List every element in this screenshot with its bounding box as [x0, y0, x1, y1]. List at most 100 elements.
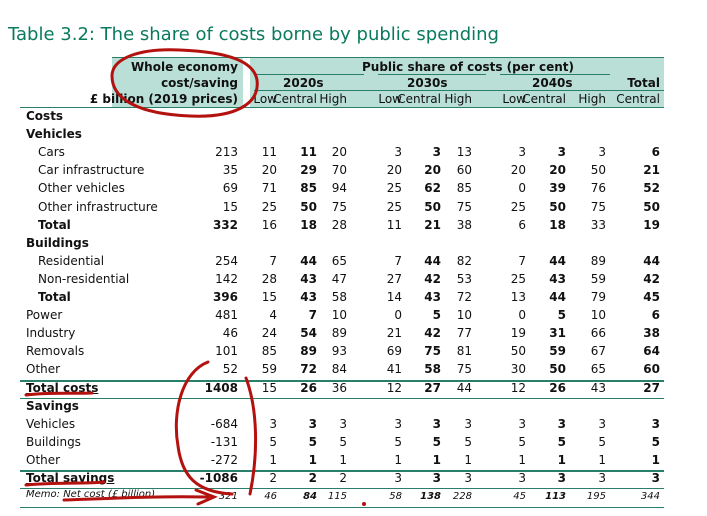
row-label: Industry: [26, 326, 76, 341]
table-cell: 10: [456, 308, 472, 323]
table-cell: 13: [510, 290, 526, 304]
table-cell: 20: [386, 163, 402, 178]
table-cell: 52: [643, 181, 660, 196]
header-band-right: [250, 58, 664, 107]
table-cell: 67: [590, 344, 606, 359]
table-cell: 46: [264, 491, 277, 503]
row-label: Total costs: [26, 380, 99, 395]
table-cell: 64: [643, 344, 660, 359]
table-cell: 50: [424, 199, 441, 214]
table-cell: 19: [510, 326, 526, 341]
table-cell: 1: [557, 452, 566, 467]
table-cell: 72: [300, 362, 317, 377]
table-cell: 10: [590, 308, 606, 323]
table-cell: 5: [308, 434, 317, 449]
table-cell: 0: [518, 181, 526, 196]
table-cell: 45: [513, 491, 526, 503]
table-cell: -272: [210, 452, 238, 467]
table-cell: 3: [557, 416, 566, 431]
row-label: Buildings: [26, 235, 89, 250]
table-cell: 138: [420, 491, 441, 503]
table-cell: 69: [222, 181, 238, 196]
table-cell: 5: [394, 434, 402, 449]
table-cell: 28: [261, 271, 277, 286]
row-label: Vehicles: [26, 416, 76, 431]
table-cell: 94: [331, 181, 347, 196]
row-label: Other: [26, 452, 61, 467]
table-cell: 30: [510, 362, 526, 377]
table-cell: 89: [331, 326, 347, 341]
table-cell: 3: [464, 471, 472, 485]
table-cell: 65: [331, 253, 347, 268]
table-cell: 3: [339, 416, 347, 431]
table-cell: 59: [261, 362, 277, 377]
table-cell: 4: [269, 308, 277, 323]
table-cell: 38: [456, 217, 472, 232]
header-sub-label: Central: [522, 92, 566, 106]
table-cell: 27: [643, 380, 660, 395]
header-top-rule: [112, 57, 664, 58]
table-cell: 3: [598, 471, 606, 485]
table-cell: 5: [339, 434, 347, 449]
row-label: Power: [26, 308, 63, 323]
row-label: Total savings: [26, 471, 115, 485]
table-cell: 76: [590, 181, 606, 196]
table-cell: 25: [386, 181, 402, 196]
table-cell: 1: [598, 452, 606, 467]
table-cell: 1: [432, 452, 441, 467]
table-cell: 26: [549, 380, 566, 395]
table-cell: 113: [545, 491, 566, 503]
header-mid-rule: [254, 90, 664, 91]
table-cell: 75: [424, 344, 441, 359]
table-cell: 58: [424, 362, 441, 377]
table-cell: 39: [549, 181, 566, 196]
table-cell: 25: [261, 199, 277, 214]
table-cell: 50: [510, 344, 526, 359]
table-cell: 43: [424, 290, 441, 304]
table-cell: 1: [269, 452, 277, 467]
header-sub-label: Low: [253, 92, 277, 106]
table-cell: 14: [386, 290, 402, 304]
table-cell: 18: [300, 217, 317, 232]
header-sub-label: Low: [378, 92, 402, 106]
table-cell: 3: [394, 145, 402, 160]
row-label: Savings: [26, 398, 79, 413]
header-billion-prices: £ billion (2019 prices): [89, 92, 238, 106]
table-cell: 43: [549, 271, 566, 286]
table-cell: 52: [222, 362, 238, 377]
table-cell: 3: [432, 471, 441, 485]
table-cell: 43: [590, 380, 606, 395]
row-label: Other infrastructure: [38, 199, 158, 214]
table-cell: 43: [300, 271, 317, 286]
row-label: Other vehicles: [38, 181, 125, 196]
table-cell: 60: [643, 362, 660, 377]
table-cell: 85: [261, 344, 277, 359]
table-cell: 3: [308, 416, 317, 431]
table-cell: 3: [464, 416, 472, 431]
table-cell: 42: [643, 271, 660, 286]
table-cell: 25: [510, 199, 526, 214]
table-cell: 101: [215, 344, 238, 359]
header-decade: 2020s: [283, 76, 324, 90]
table-cell: 1: [308, 452, 317, 467]
table-cell: 50: [643, 199, 660, 214]
table-cell: 72: [456, 290, 472, 304]
table-cell: 26: [300, 380, 317, 395]
header-sub-label: High: [319, 92, 347, 106]
table-cell: 3: [269, 416, 277, 431]
table-cell: -1086: [199, 471, 238, 485]
table-cell: 79: [590, 290, 606, 304]
table-cell: 0: [518, 308, 526, 323]
rule-below-total-costs: [20, 397, 664, 399]
table-cell: 70: [331, 163, 347, 178]
table-cell: 62: [424, 181, 441, 196]
row-label: Total: [38, 217, 71, 232]
table-cell: 12: [386, 380, 402, 395]
table-cell: 5: [432, 434, 441, 449]
rule-below-total-savings: [20, 488, 664, 490]
table-cell: 38: [643, 326, 660, 341]
row-label: Non-residential: [38, 271, 130, 286]
table-cell: -684: [210, 416, 238, 431]
table-cell: 20: [510, 163, 526, 178]
decade-rule-2020s: [254, 74, 364, 75]
